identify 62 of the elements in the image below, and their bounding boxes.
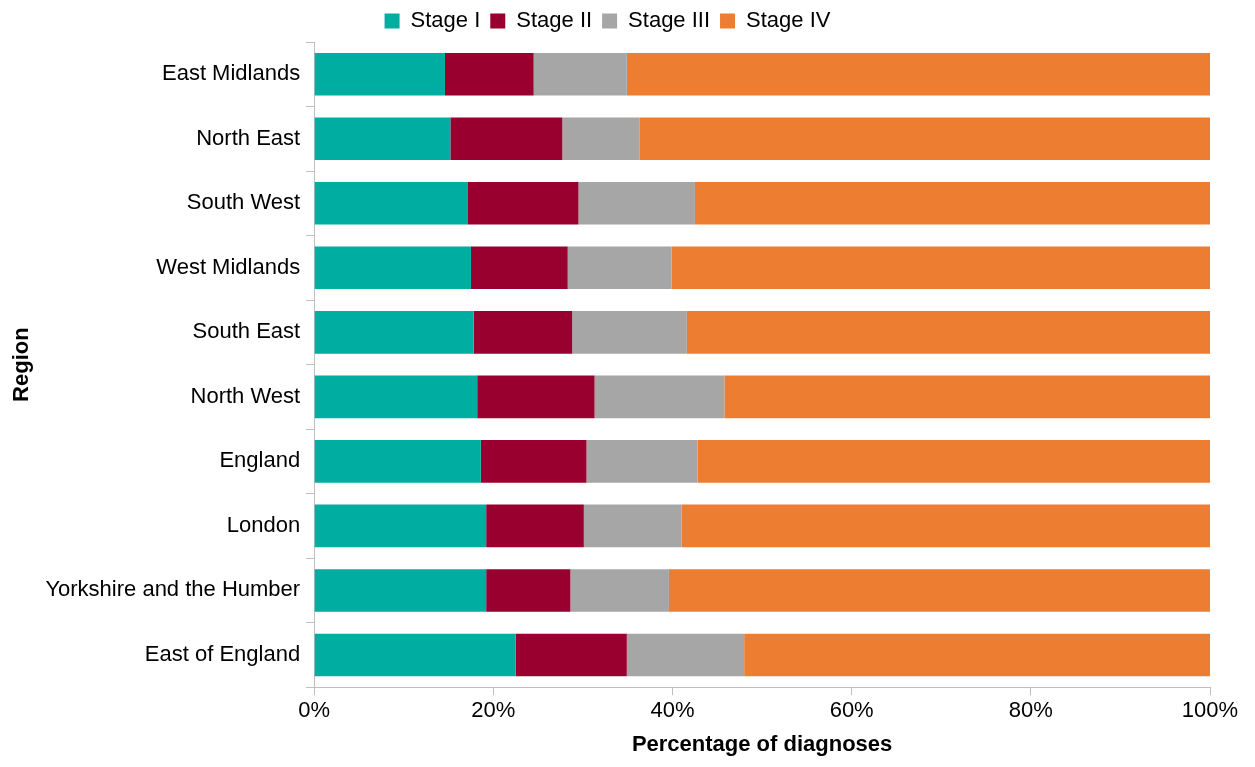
y-tick-label: London — [226, 511, 301, 537]
bar — [314, 569, 487, 612]
y-tick-label: North West — [190, 382, 301, 408]
bar — [515, 633, 627, 677]
x-tick-label: 40% — [650, 697, 695, 723]
bar — [470, 246, 568, 290]
x-tick-label: 60% — [829, 697, 874, 723]
bar — [694, 182, 1210, 225]
y-tick-label: South East — [192, 318, 301, 344]
bar — [314, 504, 487, 548]
bar — [486, 504, 584, 548]
bar — [668, 569, 1210, 612]
bar — [671, 246, 1210, 290]
bar — [486, 569, 571, 612]
y-axis-title: Region — [8, 327, 34, 402]
bar — [314, 117, 451, 161]
legend-label: Stage III — [628, 7, 711, 33]
bar — [594, 375, 725, 419]
y-tick-label: England — [219, 447, 301, 473]
bar — [626, 633, 745, 677]
bar — [314, 311, 474, 354]
bar — [314, 440, 481, 483]
x-tick-label: 100% — [1181, 697, 1239, 723]
bar — [467, 182, 579, 225]
bar — [583, 504, 682, 548]
bar — [686, 311, 1210, 354]
legend-label: Stage IV — [746, 7, 831, 33]
x-tick-label: 20% — [471, 697, 516, 723]
bar — [567, 246, 672, 290]
bar — [626, 52, 1210, 96]
bar — [639, 117, 1210, 161]
bar — [314, 246, 471, 290]
x-tick-label: 80% — [1008, 697, 1053, 723]
bar — [314, 633, 516, 677]
bar — [314, 52, 445, 96]
bar — [533, 52, 627, 96]
bar — [473, 311, 573, 354]
bar — [562, 117, 640, 161]
x-axis-title: Percentage of diagnoses — [631, 730, 893, 756]
legend-label: Stage I — [410, 7, 481, 33]
legend-label: Stage II — [516, 7, 593, 33]
bar — [570, 569, 669, 612]
bar — [681, 504, 1210, 548]
y-tick-label: South West — [186, 189, 301, 215]
bar — [697, 440, 1210, 483]
bar — [724, 375, 1210, 419]
y-tick-label: East Midlands — [161, 60, 301, 86]
y-tick-label: Yorkshire and the Humber — [45, 576, 301, 602]
bar — [314, 375, 478, 419]
bar — [586, 440, 698, 483]
bar — [314, 182, 468, 225]
bar — [572, 311, 687, 354]
bar — [578, 182, 695, 225]
bar — [444, 52, 534, 96]
bar — [450, 117, 563, 161]
x-tick-label: 0% — [298, 697, 331, 723]
y-tick-label: East of England — [144, 641, 301, 666]
bar — [480, 440, 587, 483]
y-tick-label: West Midlands — [156, 253, 301, 279]
bar — [477, 375, 595, 419]
bar — [744, 633, 1210, 677]
y-tick-label: North East — [196, 124, 301, 150]
